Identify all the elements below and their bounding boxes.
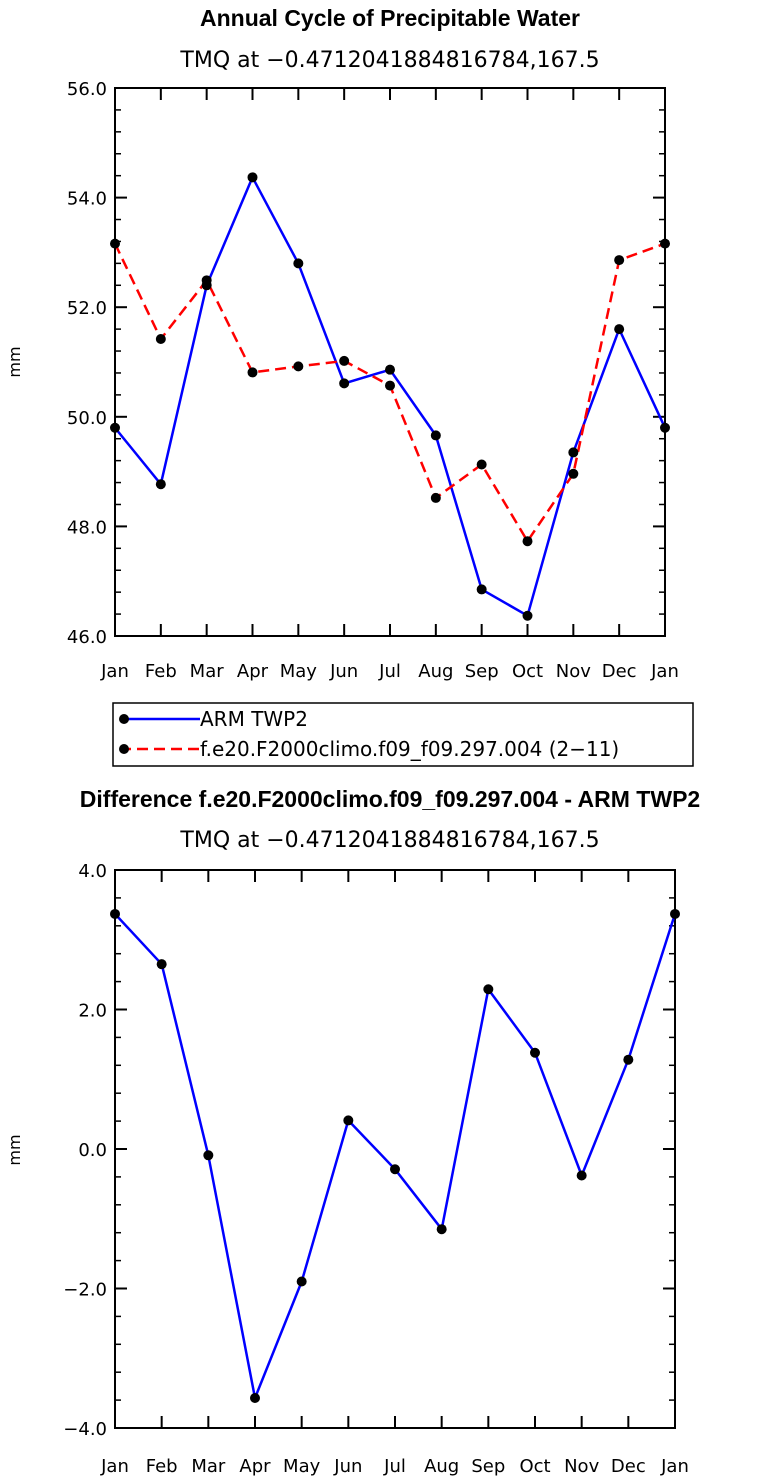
chart2-series-0-point: [296, 1276, 307, 1287]
chart2-ytick-label: 0.0: [78, 1140, 107, 1161]
chart1-ytick-label: 52.0: [67, 298, 107, 319]
chart1-series-0-point: [614, 324, 625, 335]
chart1-xtick-label: Apr: [237, 661, 269, 682]
chart1-series-0-point: [568, 447, 579, 458]
legend-box: [112, 702, 694, 767]
chart2-xtick-label: Jan: [100, 1456, 129, 1477]
chart1-ytick-label: 50.0: [67, 408, 107, 429]
chart2-ytick-label: 2.0: [78, 1001, 107, 1022]
chart1-series-1-point: [201, 275, 212, 286]
chart1-series-0-point: [293, 258, 304, 269]
chart1-series-0-point: [660, 422, 670, 433]
chart1-series-1-point: [568, 468, 579, 479]
chart2-xtick-label: Mar: [191, 1456, 226, 1477]
chart1-series-0-point: [247, 172, 258, 183]
chart1-series-1-point: [247, 367, 258, 378]
chart1-series-1-point: [660, 238, 670, 249]
chart2-ytick-label: −2.0: [63, 1280, 107, 1301]
chart2-xtick-label: Aug: [424, 1456, 459, 1477]
chart2-xtick-label: Sep: [471, 1456, 505, 1477]
chart2-xtick-label: Nov: [564, 1456, 599, 1477]
chart1-series-0-point: [155, 479, 166, 490]
chart2-xtick-label: Jul: [383, 1456, 406, 1477]
chart1-series-1-point: [293, 361, 304, 372]
chart1-subtitle: TMQ at −0.4712041884816784,167.5: [179, 48, 599, 73]
chart2-series-0-point: [343, 1115, 354, 1126]
chart1-xtick-label: Sep: [465, 661, 499, 682]
chart1-series-1-point: [614, 255, 625, 266]
chart2-series-0-point: [623, 1054, 634, 1065]
chart2-series-0-point: [436, 1224, 447, 1235]
chart2-ytick-label: −4.0: [63, 1419, 107, 1440]
chart2-subtitle: TMQ at −0.4712041884816784,167.5: [179, 828, 599, 853]
chart1-ytick-label: 48.0: [67, 517, 107, 538]
chart2-xtick-label: Jan: [660, 1456, 689, 1477]
difference-chart: Difference f.e20.F2000climo.f09_f09.297.…: [5, 786, 700, 1477]
chart1-xtick-label: Feb: [145, 661, 177, 682]
chart1-series-1-point: [385, 380, 395, 391]
chart2-series-0-point: [576, 1170, 587, 1181]
chart2-ytick-label: 4.0: [78, 861, 107, 882]
chart1-series-1-point: [155, 333, 166, 344]
chart2-xtick-label: Dec: [611, 1456, 646, 1477]
legend-label-arm: ARM TWP2: [200, 707, 308, 731]
chart1-xtick-label: May: [280, 661, 318, 682]
chart1-xtick-label: Jul: [378, 661, 401, 682]
chart2-xtick-label: Jun: [333, 1456, 362, 1477]
chart1-xtick-label: Oct: [512, 661, 543, 682]
chart1-ytick-label: 56.0: [67, 79, 107, 100]
chart1-xtick-label: Aug: [418, 661, 453, 682]
chart1-xtick-label: Jun: [329, 661, 358, 682]
chart2-series-0-point: [670, 908, 680, 919]
chart2-series-0-point: [250, 1393, 260, 1404]
chart1-xtick-label: Jan: [100, 661, 129, 682]
chart1-title: Annual Cycle of Precipitable Water: [200, 5, 580, 31]
chart2-xtick-label: Oct: [519, 1456, 550, 1477]
chart1-ytick-label: 54.0: [67, 189, 107, 210]
chart1-xtick-label: Mar: [190, 661, 225, 682]
chart2-xtick-label: Apr: [239, 1456, 271, 1477]
legend-marker-arm: [119, 714, 129, 724]
chart2-series-0-point: [483, 984, 494, 995]
chart2-series-0-point: [390, 1164, 400, 1175]
chart1-series-0-point: [476, 584, 487, 595]
chart1-series-1-point: [476, 459, 487, 470]
chart2-series-0-point: [203, 1150, 214, 1161]
chart2-series-0-point: [110, 908, 120, 919]
chart1-ylabel: mm: [5, 346, 24, 377]
chart2-xtick-label: May: [283, 1456, 321, 1477]
chart1-series-0-point: [385, 364, 395, 375]
chart1-series-0-point: [522, 610, 533, 621]
chart1-series-0-point: [339, 378, 350, 389]
chart1-series-0-point: [430, 430, 441, 441]
chart1-series-0-point: [110, 422, 120, 433]
chart1-xtick-label: Jan: [650, 661, 679, 682]
chart2-title: Difference f.e20.F2000climo.f09_f09.297.…: [80, 786, 700, 812]
chart2-ylabel: mm: [5, 1134, 24, 1165]
chart1-xtick-label: Nov: [556, 661, 591, 682]
legend-marker-model: [119, 744, 129, 754]
chart1-series-1-point: [430, 492, 441, 503]
chart2-series-0-point: [530, 1047, 540, 1058]
chart2-xtick-label: Feb: [146, 1456, 178, 1477]
annual-cycle-chart: Annual Cycle of Precipitable Water TMQ a…: [5, 5, 694, 767]
chart1-series-1-point: [110, 238, 120, 249]
chart1-series-1-point: [522, 536, 533, 547]
chart1-legend: ARM TWP2 f.e20.F2000climo.f09_f09.297.00…: [112, 702, 694, 767]
legend-label-model: f.e20.F2000climo.f09_f09.297.004 (2−11): [200, 737, 619, 761]
chart1-xtick-label: Dec: [602, 661, 637, 682]
chart1-series-1-point: [339, 355, 350, 366]
chart1-ytick-label: 46.0: [67, 627, 107, 648]
chart2-series-0-point: [156, 959, 167, 970]
